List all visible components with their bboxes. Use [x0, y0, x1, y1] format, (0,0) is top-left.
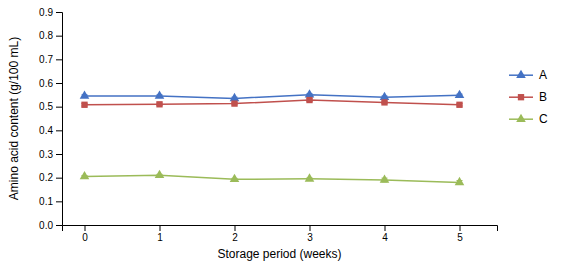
- y-tick: 0.7: [39, 54, 62, 65]
- line: [85, 100, 460, 105]
- point: [230, 174, 240, 182]
- y-tick-mark: [56, 225, 62, 226]
- x-tick-label: 0: [82, 232, 88, 243]
- y-tick: 0.3: [39, 149, 62, 160]
- y-tick-mark: [56, 36, 62, 37]
- point: [155, 90, 165, 98]
- y-axis: 0.0 0.1 0.2 0.3 0.4 0.5 0.6 0.7 0.8 0.9: [39, 7, 62, 231]
- point: [455, 90, 465, 98]
- y-tick: 0.6: [39, 78, 62, 89]
- legend-item: B: [509, 90, 547, 104]
- y-tick-label: 0.0: [39, 220, 53, 231]
- point: [231, 100, 237, 106]
- x-tick-mark: [160, 225, 161, 231]
- legend-marker: [518, 94, 524, 100]
- point: [380, 174, 390, 182]
- x-axis: 0 1 2 3 4 5: [63, 225, 498, 243]
- legend-marker: [516, 70, 526, 78]
- point: [455, 177, 465, 185]
- x-tick: 0: [82, 225, 88, 243]
- x-tick: 4: [382, 225, 388, 243]
- point: [456, 102, 462, 108]
- y-tick: 0.1: [39, 196, 62, 207]
- x-tick-label: 2: [232, 232, 238, 243]
- legend-label: A: [539, 68, 547, 82]
- point: [230, 93, 240, 101]
- y-tick-mark: [56, 83, 62, 84]
- y-tick: 0.5: [39, 101, 62, 112]
- x-tick-label: 1: [157, 232, 163, 243]
- legend-marker: [516, 114, 526, 122]
- y-tick-label: 0.7: [39, 54, 53, 65]
- y-tick: 0.0: [39, 220, 62, 231]
- point: [80, 90, 90, 98]
- series: [81, 97, 462, 108]
- y-tick-mark: [56, 130, 62, 131]
- legend-item: A: [509, 68, 547, 82]
- y-axis-title: Amino acid content (g/100 mL): [7, 37, 21, 200]
- point: [156, 101, 162, 107]
- legend-label: B: [539, 90, 547, 104]
- y-tick-mark: [56, 178, 62, 179]
- x-tick-label: 4: [382, 232, 388, 243]
- x-tick: 1: [157, 225, 163, 243]
- y-tick-label: 0.4: [39, 125, 53, 136]
- y-tick-label: 0.1: [39, 196, 53, 207]
- line: [85, 175, 460, 182]
- x-tick-mark: [235, 225, 236, 231]
- x-tick: 2: [232, 225, 238, 243]
- point: [380, 92, 390, 100]
- legend-label: C: [539, 112, 548, 126]
- y-tick-label: 0.2: [39, 172, 53, 183]
- legend: ABC: [509, 68, 548, 126]
- y-tick-label: 0.5: [39, 101, 53, 112]
- y-tick-mark: [56, 59, 62, 60]
- point: [305, 173, 315, 181]
- x-tick-mark: [460, 225, 461, 231]
- y-tick-mark: [56, 12, 62, 13]
- point: [306, 97, 312, 103]
- series: [80, 170, 465, 185]
- y-tick-mark: [56, 201, 62, 202]
- x-tick-mark: [385, 225, 386, 231]
- y-tick-label: 0.6: [39, 78, 53, 89]
- x-tick-label: 5: [457, 232, 463, 243]
- point: [80, 171, 90, 179]
- x-axis-title: Storage period (weeks): [217, 247, 341, 261]
- x-tick: 5: [457, 225, 463, 243]
- point: [155, 170, 165, 178]
- x-tick-label: 3: [307, 232, 313, 243]
- chart: 0 1 2 3 4 5 0.0 0.1 0.2 0.3 0.4 0.5 0.6 0.7 0.8 0.9 Stor…: [0, 0, 567, 265]
- y-tick: 0.2: [39, 172, 62, 183]
- point: [381, 99, 387, 105]
- plot: 0 1 2 3 4 5 0.0 0.1 0.2 0.3 0.4 0.5 0.6 0.7 0.8 0.9 Stor…: [7, 7, 498, 261]
- series: [80, 89, 465, 101]
- line: [85, 95, 460, 99]
- marks: [80, 89, 465, 185]
- y-tick-label: 0.9: [39, 7, 53, 18]
- y-axis-line: [56, 13, 63, 226]
- legend-item: C: [509, 112, 548, 126]
- x-tick-mark: [310, 225, 311, 231]
- point: [81, 102, 87, 108]
- y-tick: 0.9: [39, 7, 62, 18]
- y-tick-mark: [56, 107, 62, 108]
- y-tick: 0.8: [39, 30, 62, 41]
- x-axis-line: [63, 226, 498, 232]
- y-tick-mark: [56, 154, 62, 155]
- point: [305, 89, 315, 97]
- x-tick: 3: [307, 225, 313, 243]
- y-tick-label: 0.8: [39, 30, 53, 41]
- x-tick-mark: [85, 225, 86, 231]
- y-tick: 0.4: [39, 125, 62, 136]
- y-tick-label: 0.3: [39, 149, 53, 160]
